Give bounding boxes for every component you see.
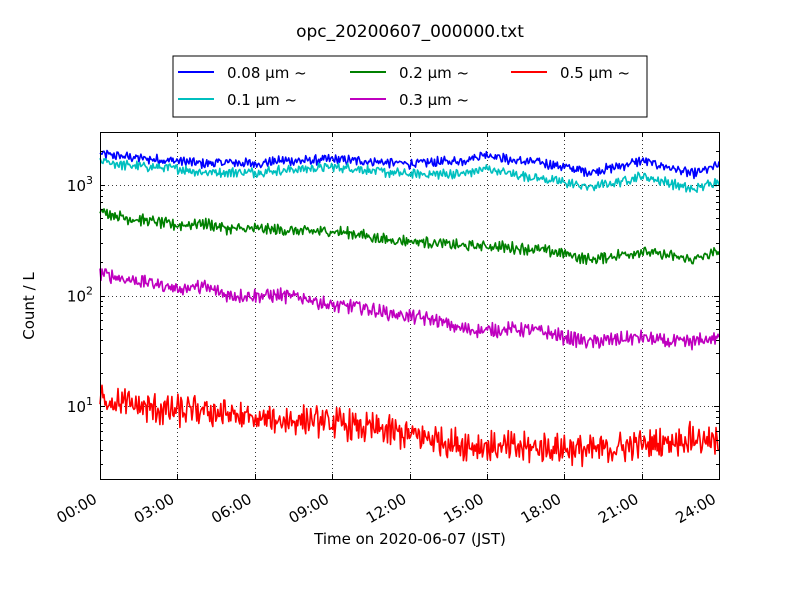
- y-tick-label: 102: [67, 285, 93, 306]
- y-axis-label: Count / L: [20, 272, 38, 340]
- legend-label: 0.5 μm ~: [560, 64, 630, 82]
- series-line-0: [99, 149, 720, 180]
- legend-label: 0.3 μm ~: [399, 91, 469, 109]
- legend-label: 0.1 μm ~: [227, 91, 297, 109]
- legend-label: 0.08 μm ~: [227, 64, 307, 82]
- y-tick-label: 101: [67, 395, 93, 416]
- chart-legend: 0.08 μm ~ 0.1 μm ~ 0.2 μm ~ 0.3 μm ~ 0.5 μm …: [172, 55, 648, 118]
- legend-frame: [172, 55, 648, 118]
- legend-label: 0.2 μm ~: [399, 64, 469, 82]
- x-axis-label: Time on 2020-06-07 (JST): [313, 530, 506, 548]
- series-line-1: [99, 157, 720, 193]
- series-line-3: [99, 268, 720, 351]
- series-line-2: [99, 208, 720, 266]
- y-tick-label: 103: [67, 174, 93, 195]
- y-axis-ticks: 101 102 103: [67, 132, 719, 465]
- chart-title: opc_20200607_000000.txt: [296, 22, 524, 42]
- chart-series-group: [99, 149, 720, 468]
- series-line-4: [99, 384, 720, 468]
